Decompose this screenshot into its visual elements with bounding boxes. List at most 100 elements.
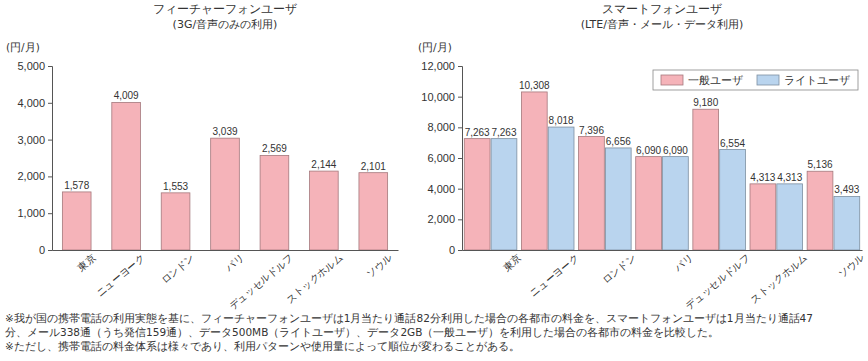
y-axis-line xyxy=(458,67,463,251)
x-axis: 東京ニューヨークロンドン パリデュッセルドルフストックホルムソウル xyxy=(53,251,399,312)
bar xyxy=(548,127,574,250)
data-label: 3,039 xyxy=(212,126,237,137)
y-axis: 0 2,000 4,000 6,000 8,000 10,000 12,000 xyxy=(421,60,462,256)
y-tick-mark xyxy=(458,158,462,159)
data-label: 6,090 xyxy=(636,145,661,156)
x-tick: ニューヨーク xyxy=(528,252,581,299)
y-tick: 5,000 xyxy=(17,60,52,72)
y-tick: 2,000 xyxy=(17,170,52,182)
y-tick: 3,000 xyxy=(17,134,52,146)
legend-label: ライトユーザ xyxy=(784,74,850,86)
bar xyxy=(663,157,689,250)
y-tick-label: 3,000 xyxy=(17,134,45,146)
legend-swatch xyxy=(661,75,683,85)
x-tick: 東京 xyxy=(501,252,523,273)
x-tick-label: ソウル xyxy=(836,252,866,280)
y-tick-label: 0 xyxy=(39,244,45,256)
y-tick-mark xyxy=(458,66,462,67)
data-label: 7,263 xyxy=(465,127,490,138)
x-tick: ロンドン xyxy=(600,252,638,286)
chart-subtitle: (LTE/音声・メール・データ利用) xyxy=(581,18,744,31)
y-tick-label: 8,000 xyxy=(427,121,455,133)
y-tick-label: 10,000 xyxy=(421,91,455,103)
x-tick-label: 東京 xyxy=(75,252,97,273)
x-tick: ソウル xyxy=(836,252,866,280)
x-tick: デュッセルドルフ xyxy=(684,252,752,312)
x-tick-label: ロンドン xyxy=(159,252,197,286)
y-tick: 0 xyxy=(449,244,462,256)
x-tick: パリ xyxy=(223,252,246,274)
data-label: 5,136 xyxy=(808,159,833,170)
x-axis-line xyxy=(463,250,863,251)
data-label: 7,396 xyxy=(579,125,604,136)
data-label: 6,554 xyxy=(720,138,745,149)
x-axis: 東京ニューヨークロンドンパリデュッセルドルフストックホルムソウル xyxy=(463,251,867,312)
y-tick: 8,000 xyxy=(427,121,462,133)
y-tick-label: 2,000 xyxy=(427,213,455,225)
bar xyxy=(359,173,388,250)
x-tick: デュッセルドルフ xyxy=(227,252,295,312)
data-label: 1,578 xyxy=(64,180,89,191)
bars xyxy=(464,92,859,250)
notes: ※我が国の携帯電話の利用実態を基に、フィーチャーフォンユーザは1月当たり通話82… xyxy=(5,312,813,352)
bar xyxy=(310,171,339,250)
legend-label: 一般ユーザ xyxy=(688,74,743,86)
y-tick-mark xyxy=(48,140,52,141)
data-label: 7,263 xyxy=(491,127,516,138)
bar xyxy=(211,138,240,250)
bar xyxy=(605,148,631,250)
chart-title: スマートフォンユーザ xyxy=(602,2,722,16)
legend-box xyxy=(653,70,858,90)
bar xyxy=(521,92,547,250)
data-labels: 7,26310,3087,3966,0909,1804,3135,1367,26… xyxy=(465,80,860,195)
x-tick-label: ソウル xyxy=(364,252,394,280)
x-tick: ロンドン xyxy=(159,252,197,286)
note: 分、メール338通（うち発信159通）、データ500MB（ライトユーザ）、データ… xyxy=(5,326,719,339)
bar xyxy=(636,157,662,250)
x-tick-label: デュッセルドルフ xyxy=(227,252,295,312)
x-tick: ストックホルム xyxy=(284,252,345,305)
y-tick-mark xyxy=(48,103,52,104)
y-tick: 12,000 xyxy=(421,60,462,72)
x-tick: ソウル xyxy=(364,252,394,280)
y-tick-mark xyxy=(458,189,462,190)
y-tick-label: 4,000 xyxy=(427,183,455,195)
y-tick-label: 2,000 xyxy=(17,170,45,182)
x-axis-line xyxy=(53,250,399,251)
data-label: 9,180 xyxy=(693,97,718,108)
y-tick: 4,000 xyxy=(17,97,52,109)
bar xyxy=(260,155,289,250)
data-label: 8,018 xyxy=(549,115,574,126)
figure: フィーチャーフォンユーザ(3G/音声のみの利用)(円/月)01,0002,000… xyxy=(0,0,868,361)
y-tick: 2,000 xyxy=(427,213,462,225)
x-tick-label: ロンドン xyxy=(600,252,638,286)
bar xyxy=(112,102,141,250)
data-label: 2,569 xyxy=(262,143,287,154)
y-tick-label: 4,000 xyxy=(17,97,45,109)
bar xyxy=(491,139,517,250)
data-labels: 1,5784,0091,5533,0392,5692,1442,101 xyxy=(64,90,386,191)
chart-subtitle: (3G/音声のみの利用) xyxy=(173,18,278,31)
bar xyxy=(62,192,91,250)
y-tick-mark xyxy=(458,219,462,220)
bar xyxy=(693,109,719,250)
chart-title: フィーチャーフォンユーザ xyxy=(153,2,297,16)
data-label: 6,656 xyxy=(606,136,631,147)
y-tick-mark xyxy=(48,213,52,214)
y-tick: 6,000 xyxy=(427,152,462,164)
legend: 一般ユーザ ライトユーザ xyxy=(653,70,858,90)
chart-panel: フィーチャーフォンユーザ(3G/音声のみの利用)(円/月)01,0002,000… xyxy=(6,2,399,312)
bar xyxy=(579,137,605,250)
data-label: 3,493 xyxy=(834,184,859,195)
data-label: 4,313 xyxy=(777,172,802,183)
y-tick: 1,000 xyxy=(17,207,52,219)
bar xyxy=(834,196,860,250)
data-label: 4,313 xyxy=(750,172,775,183)
y-axis: 0 1,000 2,000 3,000 4,000 5,000 xyxy=(17,60,52,256)
y-tick-label: 12,000 xyxy=(421,60,455,72)
note: ※我が国の携帯電話の利用実態を基に、フィーチャーフォンユーザは1月当たり通話82… xyxy=(5,312,813,324)
x-tick-label: パリ xyxy=(223,252,246,274)
y-tick-mark xyxy=(48,66,52,67)
y-tick-label: 1,000 xyxy=(17,207,45,219)
x-tick-label: ニューヨーク xyxy=(94,252,147,299)
